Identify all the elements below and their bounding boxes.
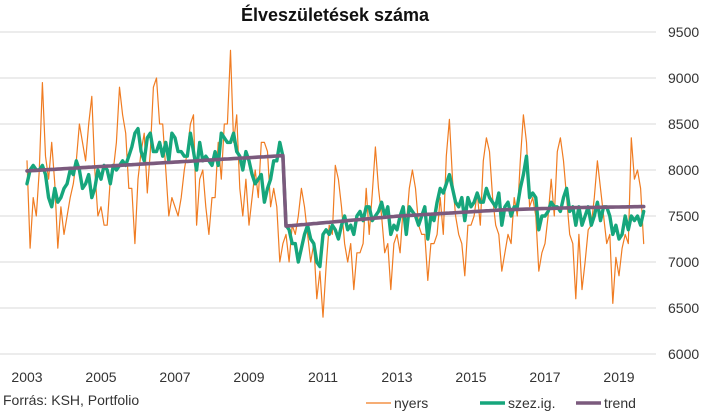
- y-tick-label: 9000: [668, 70, 699, 86]
- x-tick-label: 2009: [233, 369, 264, 385]
- x-tick-label: 2005: [85, 369, 116, 385]
- chart-title: Élveszületések száma: [241, 4, 430, 25]
- legend-label: nyers: [394, 395, 428, 411]
- x-tick-label: 2019: [603, 369, 634, 385]
- source-note: Forrás: KSH, Portfolio: [3, 392, 139, 408]
- series-line-trend: [25, 153, 646, 228]
- y-axis-ticks: 6000 6500 7000 7500 8000 8500 9000 9500: [668, 24, 699, 362]
- series-line-szez-ig: [25, 126, 646, 269]
- x-tick-label: 2003: [11, 369, 42, 385]
- legend-label: trend: [604, 395, 636, 411]
- x-axis-ticks: 2003 2005 2007 2009 2011 2013 2015 2017 2019: [11, 369, 634, 385]
- x-tick-label: 2011: [308, 369, 338, 385]
- y-tick-label: 6000: [668, 346, 699, 362]
- series-layer: [25, 49, 646, 318]
- legend: nyers szez.ig. trend: [366, 395, 636, 411]
- y-tick-label: 8000: [668, 162, 699, 178]
- series-line-nyers: [26, 49, 645, 318]
- y-tick-label: 9500: [668, 24, 699, 40]
- y-tick-label: 6500: [668, 300, 699, 316]
- x-tick-label: 2017: [529, 369, 560, 385]
- gridlines: [0, 31, 656, 355]
- y-tick-label: 7500: [668, 208, 699, 224]
- x-tick-label: 2007: [159, 369, 190, 385]
- y-tick-label: 7000: [668, 254, 699, 270]
- legend-label: szez.ig.: [508, 395, 555, 411]
- y-tick-label: 8500: [668, 116, 699, 132]
- x-tick-label: 2013: [381, 369, 412, 385]
- x-tick-label: 2015: [455, 369, 486, 385]
